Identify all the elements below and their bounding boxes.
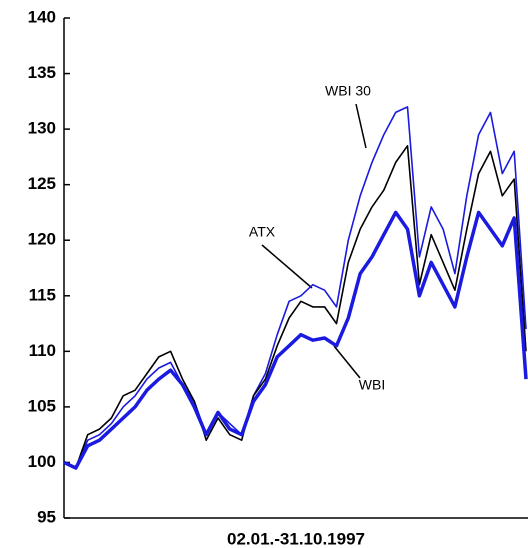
series-label: WBI 30 — [325, 83, 371, 99]
y-tick-label: 100 — [28, 452, 56, 471]
y-tick-label: 135 — [28, 63, 56, 82]
leader-line — [333, 345, 361, 379]
y-tick-label: 110 — [29, 341, 56, 360]
y-tick-label: 120 — [28, 230, 56, 249]
series-label: WBI — [359, 377, 385, 393]
leader-line — [261, 244, 313, 289]
y-tick-label: 130 — [28, 119, 56, 138]
y-tick-label: 95 — [37, 507, 56, 526]
x-axis-title: 02.01.-31.10.1997 — [227, 529, 365, 548]
y-tick-label: 140 — [28, 7, 56, 26]
y-tick-label: 105 — [28, 396, 56, 415]
y-tick-label: 125 — [28, 174, 56, 193]
series-line — [63, 210, 528, 470]
series-line — [63, 106, 527, 469]
y-tick-label: 115 — [29, 285, 56, 304]
leader-line — [355, 103, 367, 149]
series-line — [63, 145, 527, 469]
series-label: ATX — [249, 224, 276, 240]
